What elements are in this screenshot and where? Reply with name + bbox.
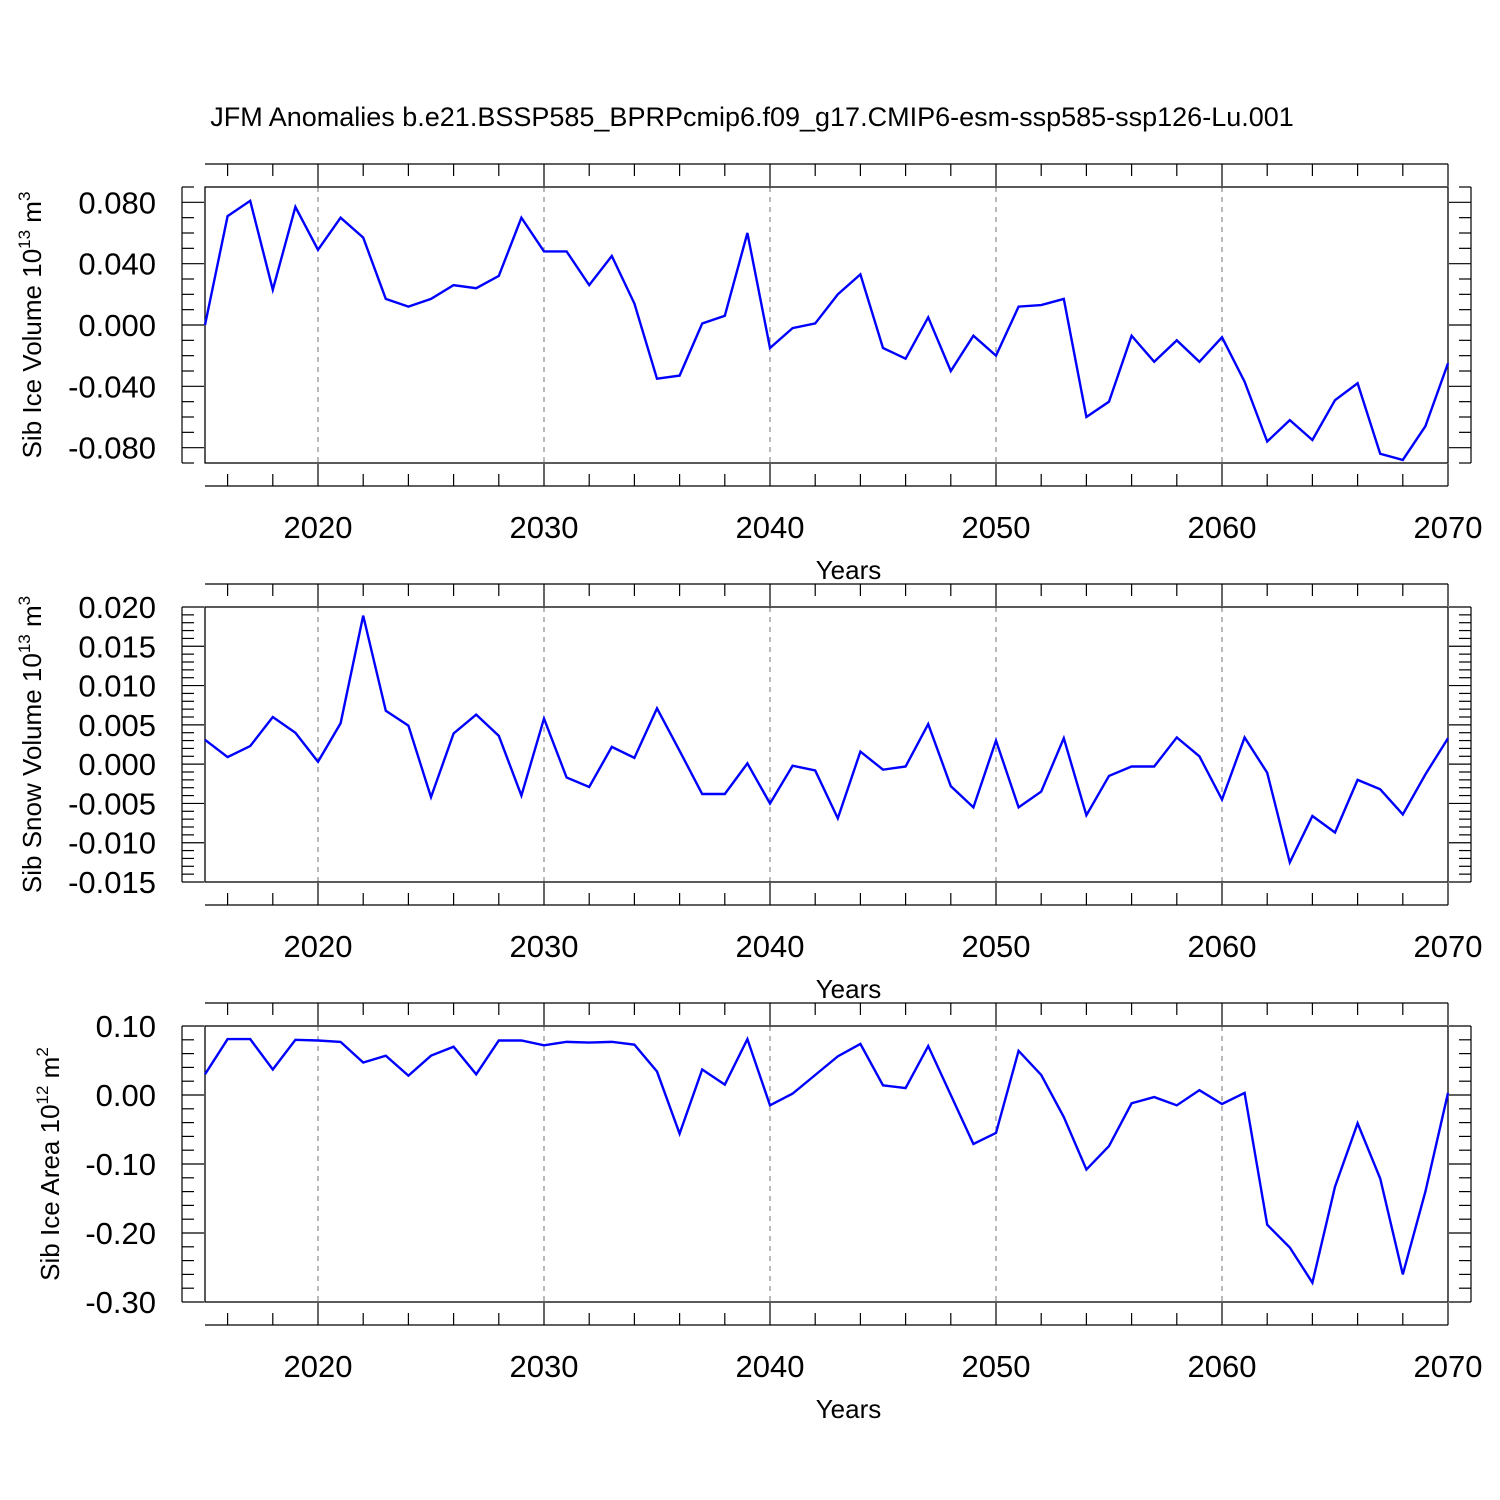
series-line [204,615,1450,866]
x-tick-label: 2030 [510,1349,579,1384]
y-tick-label: -0.080 [68,431,156,466]
plot-frame [204,186,1449,464]
y-axis-title-text: Sib Ice Area 10 [35,1104,65,1280]
x-tick-label: 2040 [736,929,805,964]
y-tick-label: -0.30 [85,1285,156,1320]
y-axis-title-exponent: 12 [33,1086,52,1105]
y-axis-title-exponent: 13 [15,634,34,653]
panel-3: -0.30 -0.20 -0.10 0.00 0.10 2020 2030 2040 2050 2… [33,1002,1483,1424]
x-tick-label: 2070 [1414,929,1483,964]
y-tick-label: -0.10 [85,1147,156,1182]
figure-title: JFM Anomalies b.e21.BSSP585_BPRPcmip6.f0… [210,102,1294,132]
x-tick-label: 2020 [284,510,353,545]
plot-frame [204,606,1449,883]
panel-1: -0.080 -0.040 0.000 0.040 0.080 2020 2030 2040 2… [15,163,1483,585]
x-tick-label: 2040 [736,510,805,545]
y-axis-title: Sib Snow Volume 1013 m3 [15,596,47,893]
x-tick-label: 2060 [1188,929,1257,964]
y-tick-label: 0.015 [78,629,156,664]
x-axis-title: Years [816,1394,882,1424]
y-axis-title: Sib Ice Volume 1013 m3 [15,192,47,459]
y-axis-title-unit: m [17,605,47,634]
x-axis-title: Years [816,974,882,1004]
y-tick-label: -0.005 [68,786,156,821]
x-tick-label: 2050 [962,510,1031,545]
y-tick-label: 0.00 [96,1078,156,1113]
x-axis-title: Years [816,555,882,585]
plot-frame [204,1025,1449,1303]
x-tick-label: 2040 [736,1349,805,1384]
y-axis-title-text: Sib Snow Volume 10 [17,653,47,893]
y-axis-title-unit: m [17,201,47,230]
series-line [203,1035,1450,1286]
x-tick-label: 2050 [962,929,1031,964]
x-tick-label: 2030 [510,929,579,964]
y-axis-title-unit-exponent: 3 [15,596,34,605]
x-tick-label: 2060 [1188,1349,1257,1384]
x-tick-label: 2060 [1188,510,1257,545]
axes [181,583,1472,906]
y-tick-label: 0.005 [78,708,156,743]
y-tick-label: -0.010 [68,826,156,861]
y-axis-title: Sib Ice Area 1012 m2 [33,1047,65,1281]
axes [181,1002,1472,1326]
y-tick-label: 0.020 [78,590,156,625]
y-tick-label: 0.000 [78,308,156,343]
y-tick-label: 0.000 [78,747,156,782]
x-tick-label: 2070 [1414,510,1483,545]
x-tick-label: 2020 [284,929,353,964]
panel-2: -0.015 -0.010 -0.005 0.000 0.005 0.010 0.015 0.… [15,583,1483,1004]
x-tick-label: 2070 [1414,1349,1483,1384]
y-tick-label: 0.080 [78,185,156,220]
y-tick-label: -0.015 [68,865,156,900]
x-tick-label: 2050 [962,1349,1031,1384]
x-tick-label: 2020 [284,1349,353,1384]
y-axis-title-text: Sib Ice Volume 10 [17,249,47,459]
axes [181,163,1472,487]
y-tick-label: -0.20 [85,1216,156,1251]
y-axis-title-unit-exponent: 3 [15,192,34,201]
y-axis-title-exponent: 13 [15,230,34,249]
y-tick-label: 0.040 [78,247,156,282]
y-axis-title-unit-exponent: 2 [33,1047,52,1056]
series-line [203,198,1450,462]
y-tick-label: 0.010 [78,669,156,704]
y-tick-label: 0.10 [96,1009,156,1044]
x-tick-label: 2030 [510,510,579,545]
y-axis-title-unit: m [35,1057,65,1086]
y-tick-label: -0.040 [68,369,156,404]
